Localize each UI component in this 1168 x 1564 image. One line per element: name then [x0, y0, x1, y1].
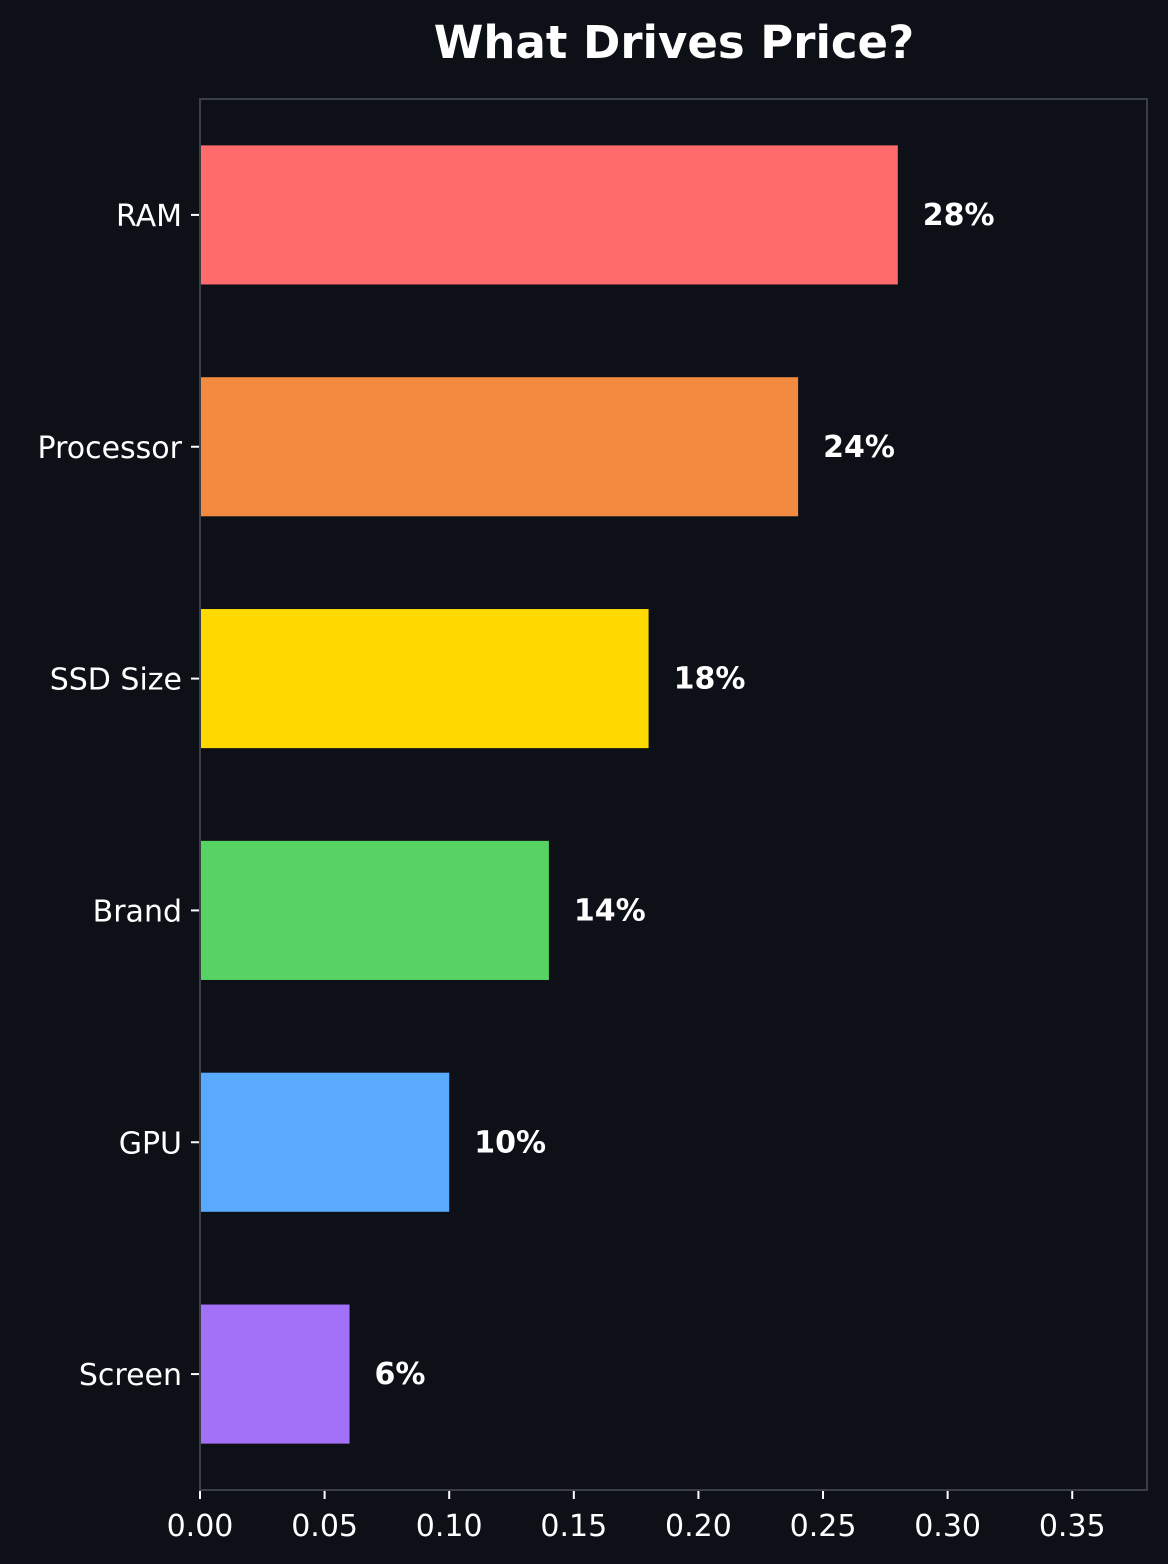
plot-frame: [199, 98, 1148, 1491]
chart-title: What Drives Price?: [434, 16, 914, 69]
x-tick-label: 0.00: [167, 1509, 234, 1544]
bar-value-label: 28%: [923, 198, 995, 233]
bar-value-label: 6%: [375, 1357, 426, 1392]
x-tick-label: 0.30: [914, 1509, 981, 1544]
bar-ssd-size: [200, 609, 649, 749]
bar-value-label: 24%: [823, 430, 895, 465]
y-tick-label: SSD Size: [50, 663, 182, 698]
bar-screen: [200, 1304, 350, 1444]
bar-value-label: 10%: [474, 1125, 546, 1160]
y-tick-label: Processor: [38, 431, 183, 466]
bar-value-label: 14%: [574, 893, 646, 928]
bar-ram: [200, 145, 898, 285]
bar-label-group: 28% 24% 18% 14% 10% 6%: [375, 198, 995, 1392]
y-tick-label: Brand: [93, 894, 182, 929]
y-tick-label: Screen: [79, 1358, 182, 1393]
bar-brand: [200, 840, 549, 980]
bar-group: [200, 145, 898, 1444]
bar-value-label: 18%: [674, 662, 746, 697]
x-tick-label: 0.05: [291, 1509, 358, 1544]
x-tick-label: 0.10: [416, 1509, 483, 1544]
bar-gpu: [200, 1072, 450, 1212]
y-tick-label: RAM: [116, 199, 182, 234]
bar-processor: [200, 377, 799, 517]
y-tick-label: GPU: [119, 1126, 182, 1161]
x-tick-label: 0.25: [790, 1509, 857, 1544]
x-axis: 0.00 0.05 0.10 0.15 0.20 0.25 0.30 0.35: [167, 1490, 1106, 1544]
x-tick-label: 0.35: [1039, 1509, 1106, 1544]
y-axis: RAM Processor SSD Size Brand GPU Screen: [38, 199, 200, 1393]
x-tick-label: 0.15: [540, 1509, 607, 1544]
x-tick-label: 0.20: [665, 1509, 732, 1544]
